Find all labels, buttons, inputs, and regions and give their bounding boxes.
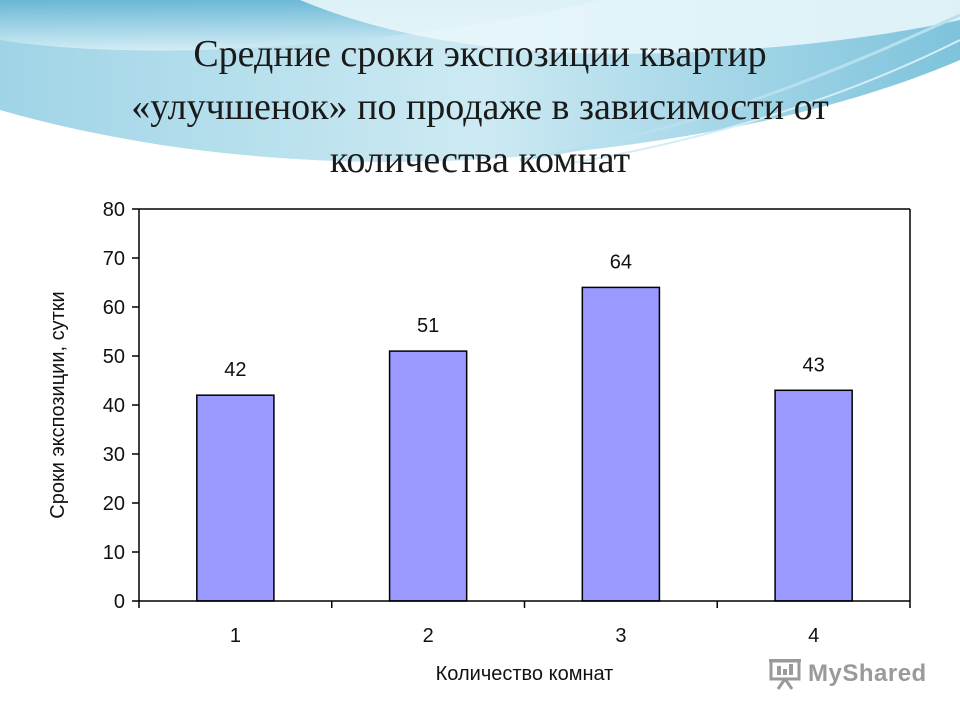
bar-data-label: 64 <box>610 251 632 273</box>
y-tick-label: 70 <box>103 248 125 270</box>
slide-title-line: «улучшенок» по продаже в зависимости от <box>131 86 829 128</box>
bar-data-label: 51 <box>417 315 439 337</box>
bar-series: 42 51 64 43 <box>196 251 853 602</box>
x-tick-label: 1 <box>230 625 241 647</box>
bar <box>388 350 468 602</box>
bar-data-label: 42 <box>224 359 246 381</box>
y-tick-label: 30 <box>103 444 125 466</box>
y-tick-label: 50 <box>103 346 125 368</box>
bar <box>196 394 275 602</box>
y-tick-label: 60 <box>103 297 125 319</box>
y-tick-label: 40 <box>103 395 125 417</box>
y-tick-label: 20 <box>103 493 125 515</box>
bar <box>581 286 661 602</box>
x-tick-label: 2 <box>423 625 434 647</box>
x-tick-label: 3 <box>615 625 626 647</box>
y-tick-label: 0 <box>114 591 125 613</box>
bar-data-label: 43 <box>803 354 825 376</box>
x-axis-ticks: 1 2 3 4 <box>138 601 911 647</box>
bar <box>774 389 853 602</box>
watermark: MyShared <box>768 656 927 692</box>
y-tick-label: 80 <box>103 199 125 221</box>
projector-screen-icon <box>769 659 801 690</box>
slide-title-line: количества комнат <box>329 139 631 181</box>
slide-title-line: Средние сроки экспозиции квартир <box>193 33 767 75</box>
x-axis-title: Количество комнат <box>436 663 614 685</box>
y-axis-title: Сроки экспозиции, сутки <box>47 291 69 518</box>
watermark-text: MyShared <box>808 660 927 687</box>
y-axis-ticks: 0 10 20 30 40 50 60 70 80 <box>103 199 139 613</box>
x-tick-label: 4 <box>808 625 819 647</box>
y-tick-label: 10 <box>103 542 125 564</box>
slide-title: Средние сроки экспозиции квартир «улучше… <box>60 28 900 187</box>
